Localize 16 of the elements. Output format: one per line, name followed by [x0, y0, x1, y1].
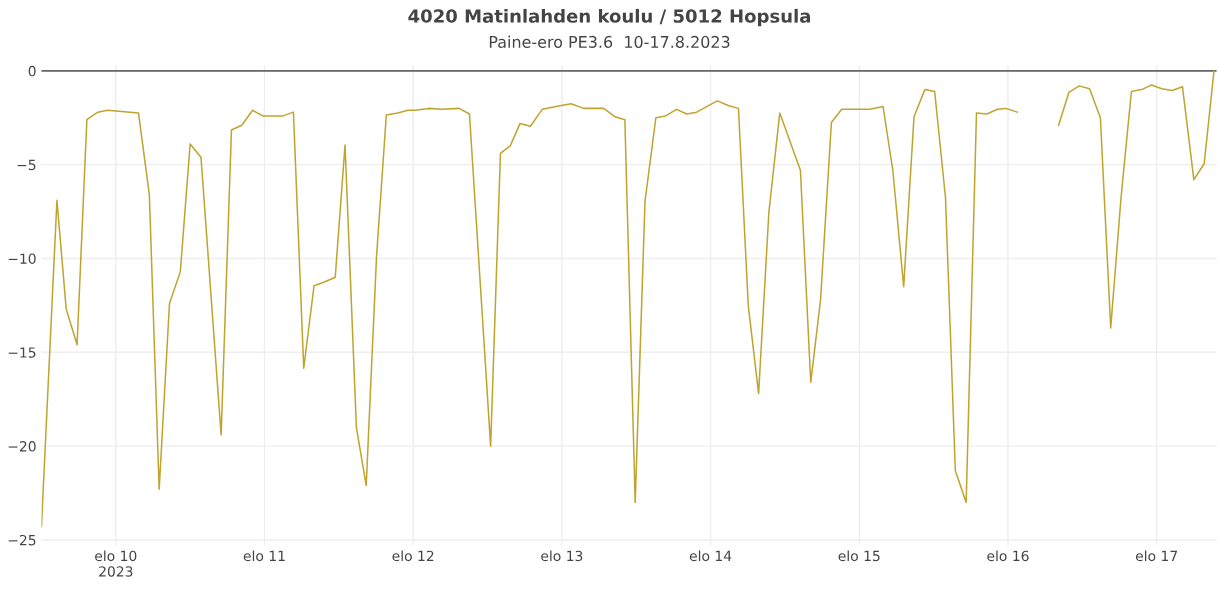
chart-title: 4020 Matinlahden koulu / 5012 Hopsula — [408, 8, 811, 27]
y-tick-label: −5 — [17, 159, 36, 171]
x-tick-label: elo 10 2023 — [95, 550, 137, 577]
x-tick-label: elo 15 — [838, 550, 880, 562]
y-tick-label: −15 — [8, 347, 36, 358]
y-tick-label: −25 — [8, 534, 36, 546]
x-tick-label: elo 12 — [392, 550, 434, 562]
x-tick-label: elo 17 — [1135, 550, 1177, 562]
x-tick-label: elo 11 — [243, 550, 285, 562]
x-tick-label: elo 14 — [689, 550, 732, 562]
x-tick-label: elo 16 — [987, 550, 1029, 562]
x-tick-label: elo 13 — [541, 550, 583, 562]
y-tick-label: −10 — [8, 253, 36, 264]
y-tick-label: 0 — [28, 65, 36, 77]
chart-subtitle: Paine-ero PE3.6 10-17.8.2023 — [489, 35, 730, 48]
y-tick-label: −20 — [8, 441, 36, 452]
